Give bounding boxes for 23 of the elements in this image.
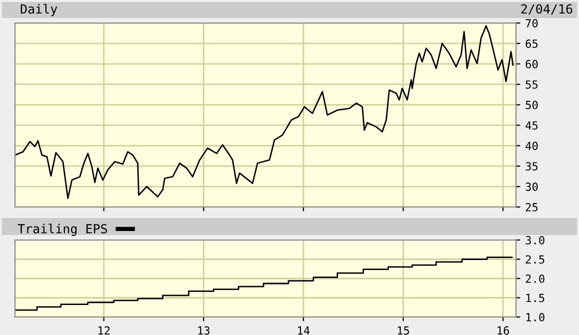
y-tick-label: 35 — [526, 162, 538, 171]
y-tick-label: 55 — [526, 80, 538, 89]
legend-label: Trailing EPS — [18, 224, 107, 236]
y-tick-label: 50 — [526, 100, 538, 110]
y-tick-label: 2.0 — [526, 274, 544, 283]
y-tick-label: 45 — [526, 121, 538, 130]
y-tick-label: 1.0 — [526, 313, 544, 322]
y-tick-label: 25 — [526, 203, 538, 212]
x-tick-label: 15 — [398, 326, 410, 335]
y-tick-label: 30 — [526, 182, 538, 191]
y-tick-label: 1.5 — [526, 294, 544, 302]
x-tick-label: 12 — [98, 326, 110, 335]
x-tick-label: 13 — [198, 326, 210, 335]
y-tick-label: 2.5 — [526, 255, 544, 264]
y-tick-label: 40 — [526, 142, 538, 150]
chart-title: Daily — [20, 4, 58, 16]
text: 2/04/16 — [521, 4, 572, 15]
x-tick-label: 14 — [298, 326, 310, 335]
y-tick-label: 3.0 — [526, 236, 544, 244]
y-tick-label: 70 — [526, 19, 538, 28]
y-tick-label: 65 — [526, 39, 538, 48]
y-tick-label: 60 — [526, 60, 538, 68]
x-tick-label: 16 — [498, 326, 509, 335]
